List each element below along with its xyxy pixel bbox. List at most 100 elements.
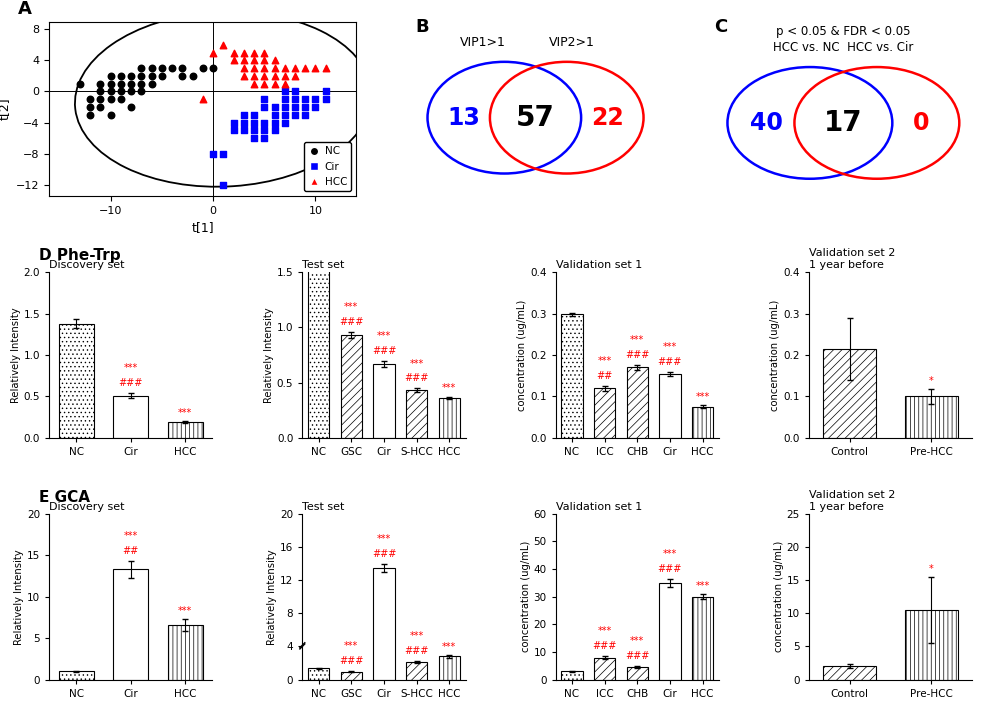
Point [123,70,138,82]
Point [246,78,262,90]
Point [318,62,334,74]
Point [277,101,293,113]
Text: Validation set 2
1 year before: Validation set 2 1 year before [809,490,896,512]
Text: ##: ## [123,546,138,556]
Bar [168,625,203,680]
Point [277,62,293,74]
Bar [341,672,362,680]
Point [215,39,231,51]
Bar [562,672,582,680]
Bar [627,667,648,680]
Point [287,86,302,98]
Bar [904,610,957,680]
Point [298,93,313,105]
Point [236,109,251,121]
Text: HCC vs. NC  HCC vs. Cir: HCC vs. NC HCC vs. Cir [773,41,913,54]
Point [103,70,119,82]
Bar [341,335,362,438]
Text: ###: ### [372,346,396,356]
Point [277,86,293,98]
Y-axis label: Relatively Intensity: Relatively Intensity [11,307,21,403]
Text: E GCA: E GCA [39,490,90,505]
Point [256,132,272,144]
Point [307,62,323,74]
Y-axis label: Relatively Intensity: Relatively Intensity [264,307,274,403]
Point [195,93,211,105]
Point [298,109,313,121]
Text: ###: ### [372,549,396,559]
Point [256,78,272,90]
Point [154,70,170,82]
Point [143,70,159,82]
Bar [659,374,681,438]
Text: Validation set 1: Validation set 1 [556,260,642,270]
Point [246,109,262,121]
Point [256,101,272,113]
Point [287,101,302,113]
Bar [59,672,94,680]
Point [256,62,272,74]
Point [226,47,242,59]
Point [113,86,129,98]
Bar [823,667,876,680]
Text: Validation set 2
1 year before: Validation set 2 1 year before [809,249,896,270]
Text: ###: ### [339,656,363,667]
Y-axis label: concentration (ug/mL): concentration (ug/mL) [771,299,781,411]
Text: ***: *** [124,363,137,373]
Point [134,78,149,90]
Point [205,62,221,74]
Bar [627,367,648,438]
Text: ###: ### [658,356,682,367]
Bar [373,568,395,680]
Text: ***: *** [695,392,710,402]
Text: ***: *** [630,636,644,646]
Text: ##: ## [596,371,613,381]
Point [307,101,323,113]
Point [246,124,262,136]
Point [236,124,251,136]
Text: Validation set 1: Validation set 1 [556,502,642,512]
Point [82,93,98,105]
Point [92,78,108,90]
Bar [904,396,957,438]
Text: Discovery set: Discovery set [49,502,125,512]
Point [82,109,98,121]
Point [277,93,293,105]
Point [277,78,293,90]
Point [236,55,251,67]
Text: ***: *** [345,641,358,651]
Text: Test set: Test set [302,502,345,512]
Point [287,62,302,74]
Point [92,101,108,113]
Y-axis label: Relatively Intensity: Relatively Intensity [267,549,277,644]
Text: ###: ### [405,646,429,656]
Point [92,93,108,105]
Bar [373,364,395,438]
Text: C: C [715,18,728,36]
Text: ***: *** [345,302,358,312]
Y-axis label: concentration (ug/mL): concentration (ug/mL) [520,541,530,652]
Text: VIP1>1: VIP1>1 [460,36,506,49]
Text: ***: *** [597,626,612,636]
Text: ***: *** [663,549,677,559]
Bar [308,244,329,438]
Text: ***: *** [409,631,424,641]
Text: Discovery set: Discovery set [49,260,125,270]
Point [256,116,272,128]
Point [123,78,138,90]
Point [256,124,272,136]
Bar [594,388,615,438]
Point [113,78,129,90]
Bar [113,395,148,438]
Bar [168,422,203,438]
Point [175,70,191,82]
Point [267,70,283,82]
Text: ###: ### [626,350,649,360]
Point [103,109,119,121]
Text: ###: ### [405,373,429,383]
Point [103,78,119,90]
Point [318,93,334,105]
Text: ***: *** [409,359,424,369]
Bar [823,348,876,438]
Point [215,179,231,190]
